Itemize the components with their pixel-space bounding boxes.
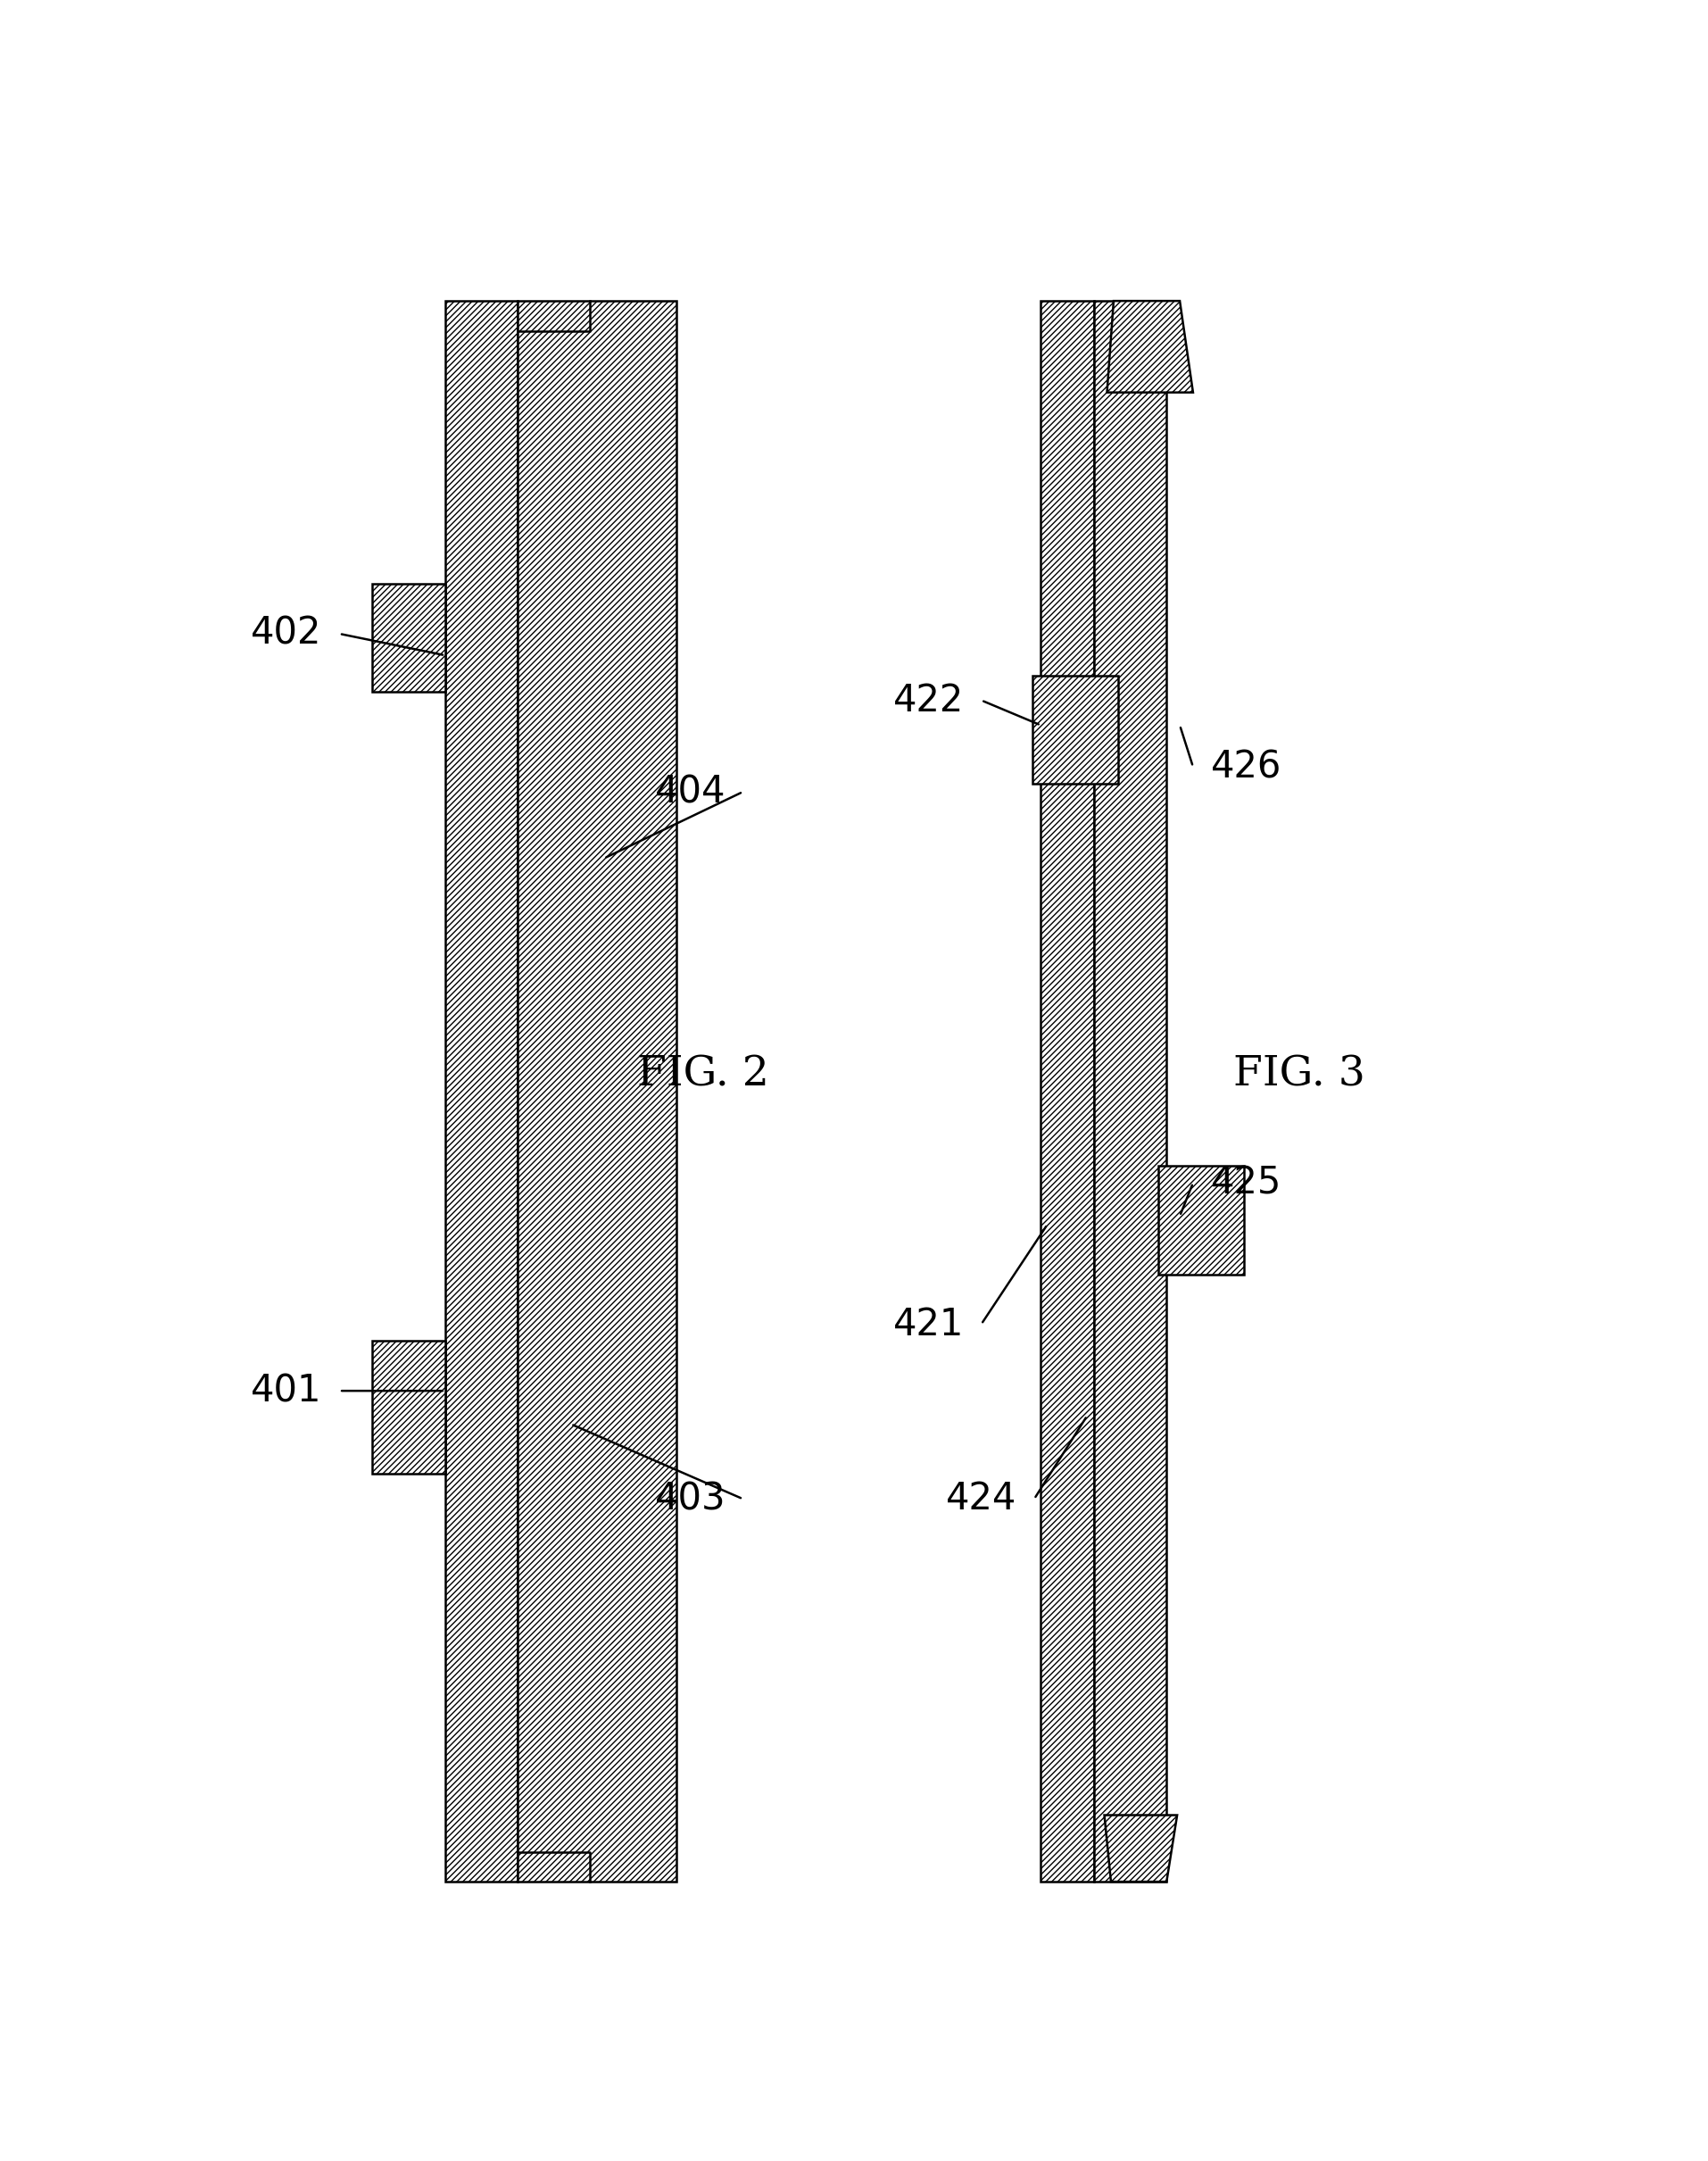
Bar — [518, 300, 676, 1882]
Polygon shape — [1105, 1815, 1177, 1882]
Text: 425: 425 — [1211, 1165, 1281, 1202]
Bar — [1093, 300, 1167, 1882]
Bar — [1040, 300, 1093, 1882]
Bar — [1032, 674, 1119, 784]
Polygon shape — [1107, 300, 1194, 393]
Bar — [372, 1340, 446, 1474]
Text: 403: 403 — [654, 1480, 726, 1517]
Text: FIG. 3: FIG. 3 — [1233, 1055, 1365, 1096]
Text: FIG. 2: FIG. 2 — [637, 1055, 769, 1096]
Text: 424: 424 — [946, 1480, 1016, 1517]
Text: 401: 401 — [251, 1372, 321, 1409]
Text: 404: 404 — [654, 774, 726, 810]
Bar — [372, 583, 446, 692]
Bar — [446, 300, 518, 1882]
Bar — [1158, 1167, 1243, 1275]
Text: 402: 402 — [251, 616, 321, 653]
Text: 422: 422 — [893, 681, 963, 720]
Text: 426: 426 — [1211, 748, 1281, 787]
Text: 421: 421 — [893, 1305, 963, 1342]
